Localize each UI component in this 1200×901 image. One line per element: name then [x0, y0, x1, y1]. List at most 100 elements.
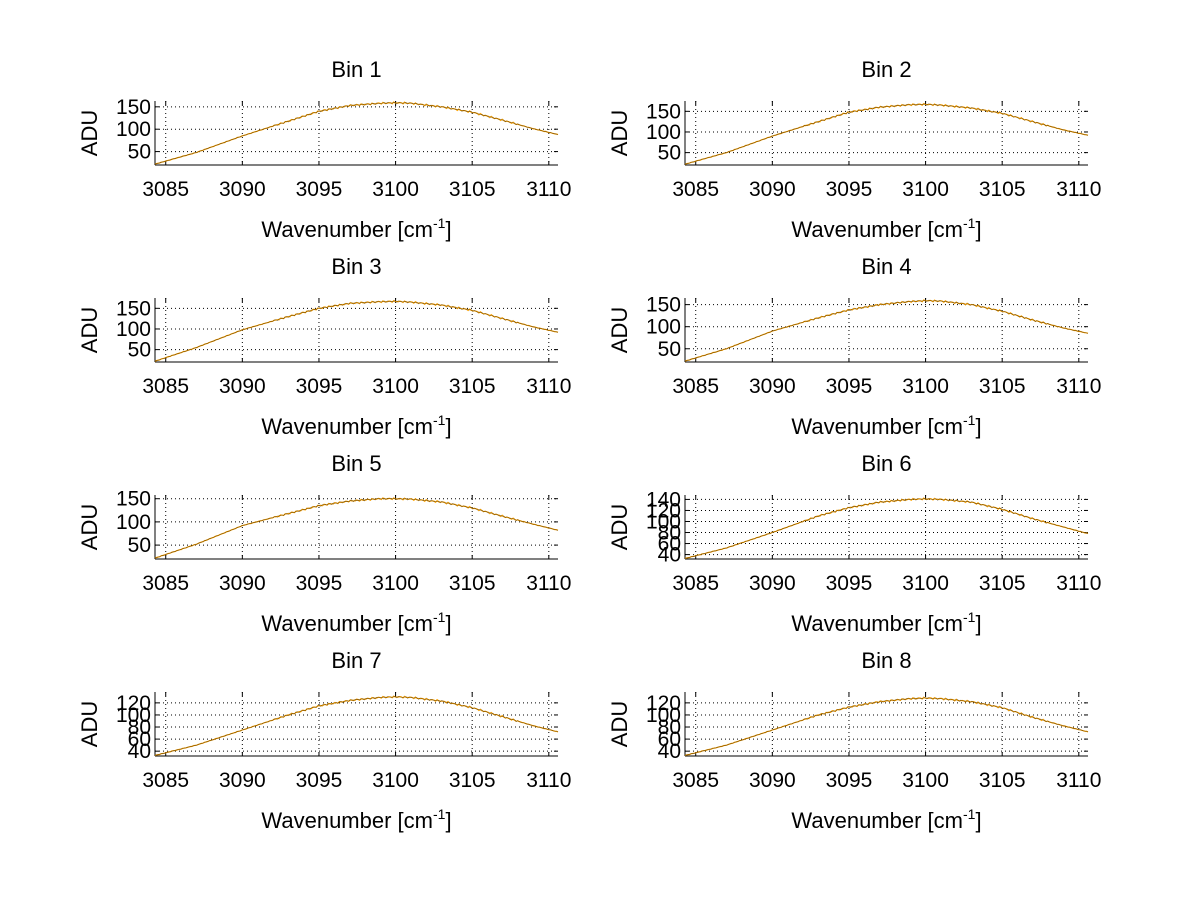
y-tick-label: 150 — [646, 294, 681, 317]
x-axis-label: Wavenumber [cm-1] — [261, 412, 451, 439]
x-tick-label: 3085 — [142, 572, 189, 595]
x-tick-label: 3100 — [902, 178, 949, 201]
y-tick-label: 80 — [658, 716, 681, 739]
series-line — [154, 695, 559, 756]
series-line — [684, 102, 1089, 165]
x-tick-label: 3085 — [672, 178, 719, 201]
y-tick-label: 100 — [116, 118, 151, 141]
y-tick-label: 40 — [128, 740, 151, 763]
y-tick-label: 50 — [128, 339, 151, 362]
x-tick-label: 3085 — [672, 769, 719, 792]
x-tick-label: 3105 — [449, 769, 496, 792]
x-tick-label: 3090 — [219, 769, 266, 792]
y-tick-label: 100 — [116, 318, 151, 341]
y-tick-label: 60 — [658, 728, 681, 751]
x-tick-label: 3090 — [219, 375, 266, 398]
x-tick-label: 3085 — [142, 375, 189, 398]
x-tick-label: 3105 — [979, 178, 1026, 201]
x-axis-label: Wavenumber [cm-1] — [791, 215, 981, 242]
x-tick-label: 3100 — [372, 375, 419, 398]
x-tick-label: 3085 — [672, 572, 719, 595]
x-tick-label: 3110 — [1056, 572, 1101, 595]
y-tick-label: 100 — [646, 510, 681, 533]
x-axis-label: Wavenumber [cm-1] — [261, 215, 451, 242]
x-axis-label: Wavenumber [cm-1] — [261, 609, 451, 636]
subplot-7: Bin 7 3085 3090 3095 3100 3105 3110 40608010012… — [77, 648, 571, 833]
y-tick-label: 150 — [646, 100, 681, 123]
x-axis-label: Wavenumber [cm-1] — [261, 806, 451, 833]
y-tick-label: 140 — [646, 488, 681, 511]
series-line — [154, 497, 559, 559]
x-tick-label: 3090 — [749, 572, 796, 595]
y-tick-label: 80 — [128, 716, 151, 739]
subplot-title: Bin 4 — [861, 254, 911, 279]
series-line — [684, 697, 1089, 756]
y-tick-label: 50 — [128, 534, 151, 557]
subplot-title: Bin 7 — [331, 648, 381, 673]
y-tick-label: 50 — [128, 141, 151, 164]
x-tick-label: 3100 — [902, 769, 949, 792]
subplot-title: Bin 3 — [331, 254, 381, 279]
y-tick-label: 150 — [116, 297, 151, 320]
series-line — [684, 497, 1089, 559]
x-tick-label: 3110 — [1056, 375, 1101, 398]
x-tick-label: 3110 — [526, 572, 571, 595]
subplot-title: Bin 1 — [331, 57, 381, 82]
x-tick-label: 3110 — [526, 769, 571, 792]
x-axis-label: Wavenumber [cm-1] — [791, 412, 981, 439]
x-tick-label: 3095 — [296, 375, 343, 398]
series-line — [684, 696, 1089, 756]
y-axis-label: ADU — [607, 110, 632, 156]
subplot-title: Bin 6 — [861, 451, 911, 476]
x-tick-label: 3085 — [672, 375, 719, 398]
y-tick-label: 100 — [116, 704, 151, 727]
x-tick-label: 3090 — [219, 178, 266, 201]
x-tick-label: 3085 — [142, 178, 189, 201]
x-tick-label: 3090 — [749, 375, 796, 398]
y-tick-label: 40 — [658, 544, 681, 567]
x-tick-label: 3110 — [1056, 178, 1101, 201]
x-tick-label: 3095 — [826, 375, 873, 398]
x-tick-label: 3095 — [826, 572, 873, 595]
subplot-title: Bin 2 — [861, 57, 911, 82]
series-line — [684, 299, 1089, 362]
x-tick-label: 3090 — [749, 178, 796, 201]
y-tick-label: 100 — [116, 511, 151, 534]
series-line — [154, 101, 559, 165]
y-tick-label: 100 — [646, 121, 681, 144]
x-tick-label: 3085 — [142, 769, 189, 792]
y-tick-label: 40 — [658, 740, 681, 763]
x-tick-label: 3100 — [902, 572, 949, 595]
series-line — [154, 101, 559, 165]
y-axis-label: ADU — [77, 701, 102, 747]
series-line — [154, 695, 559, 756]
x-tick-label: 3105 — [979, 572, 1026, 595]
series-line — [154, 497, 559, 559]
subplot-6: Bin 6 3085 3090 3095 3100 3105 3110 40608010012… — [607, 451, 1101, 636]
y-tick-label: 100 — [646, 704, 681, 727]
x-tick-label: 3090 — [219, 572, 266, 595]
x-axis-label: Wavenumber [cm-1] — [791, 806, 981, 833]
x-tick-label: 3095 — [296, 178, 343, 201]
series-line — [154, 299, 559, 362]
x-tick-label: 3105 — [449, 375, 496, 398]
x-tick-label: 3110 — [526, 178, 571, 201]
y-tick-label: 150 — [116, 96, 151, 119]
subplot-title: Bin 8 — [861, 648, 911, 673]
y-axis-label: ADU — [607, 504, 632, 550]
y-axis-label: ADU — [77, 110, 102, 156]
x-axis-label: Wavenumber [cm-1] — [791, 609, 981, 636]
x-tick-label: 3105 — [449, 572, 496, 595]
y-tick-label: 50 — [658, 142, 681, 165]
x-tick-label: 3095 — [826, 769, 873, 792]
x-tick-label: 3100 — [372, 769, 419, 792]
series-line — [684, 497, 1089, 559]
y-tick-label: 120 — [646, 692, 681, 715]
x-tick-label: 3095 — [296, 769, 343, 792]
series-line — [154, 300, 559, 362]
